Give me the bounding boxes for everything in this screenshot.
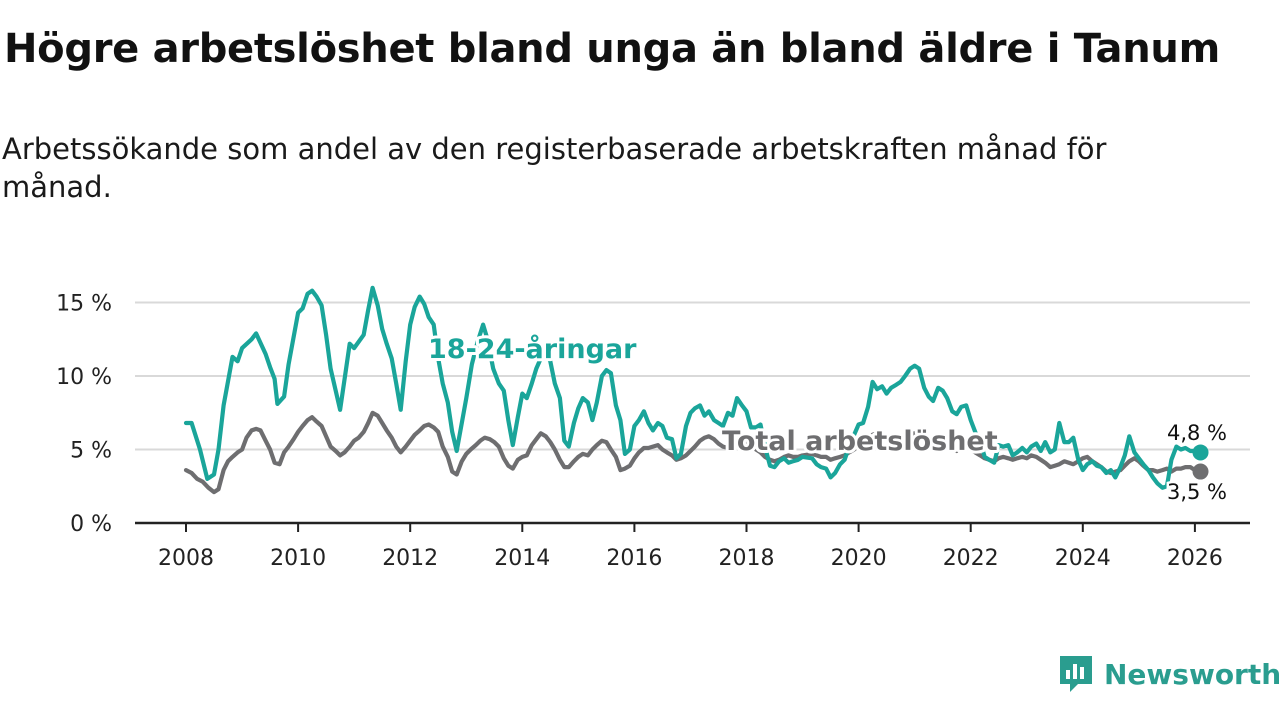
end-label-total: 3,5 % <box>1167 480 1227 504</box>
series-lines <box>183 285 1209 495</box>
x-tick-label: 2010 <box>270 546 326 571</box>
x-tick-label: 2012 <box>382 546 438 571</box>
newsworthy-logo[interactable]: Newsworthy <box>1058 654 1280 694</box>
y-axis-ticks: 0 % 5 % 10 % 15 % <box>56 292 112 538</box>
series-line-total <box>183 410 1203 495</box>
y-tick-label: 5 % <box>70 439 112 464</box>
y-tick-label: 15 % <box>56 292 112 317</box>
x-tick-label: 2026 <box>1167 546 1223 571</box>
y-tick-label: 0 % <box>70 512 112 537</box>
x-tick-label: 2024 <box>1055 546 1111 571</box>
x-tick-label: 2016 <box>606 546 662 571</box>
series-labels: 18-24-åringar Total arbetslöshet 4,8 % 3,5 … <box>425 330 1230 507</box>
x-axis: 2008 2010 2012 2014 2016 2018 2020 2022 2024 2026 <box>135 521 1250 571</box>
x-tick-label: 2014 <box>494 546 550 571</box>
x-tick-label: 2022 <box>943 546 999 571</box>
y-tick-label: 10 % <box>56 365 112 390</box>
chart-subtitle: Arbetssökande som andel av den registerb… <box>2 132 1107 204</box>
x-tick-label: 2018 <box>719 546 775 571</box>
series-label-youth: 18-24-åringar <box>428 333 637 365</box>
end-label-youth: 4,8 % <box>1167 421 1227 445</box>
series-end-point-total <box>1192 463 1209 480</box>
brand-name: Newsworthy <box>1104 657 1280 691</box>
chart-title: Högre arbetslöshet bland unga än bland ä… <box>4 26 1220 72</box>
newsworthy-logo-icon <box>1060 656 1092 692</box>
series-label-total: Total arbetslöshet <box>722 426 998 457</box>
x-tick-label: 2008 <box>158 546 214 571</box>
series-end-point-youth <box>1192 444 1209 461</box>
series-line-youth <box>183 285 1203 490</box>
x-tick-label: 2020 <box>831 546 887 571</box>
